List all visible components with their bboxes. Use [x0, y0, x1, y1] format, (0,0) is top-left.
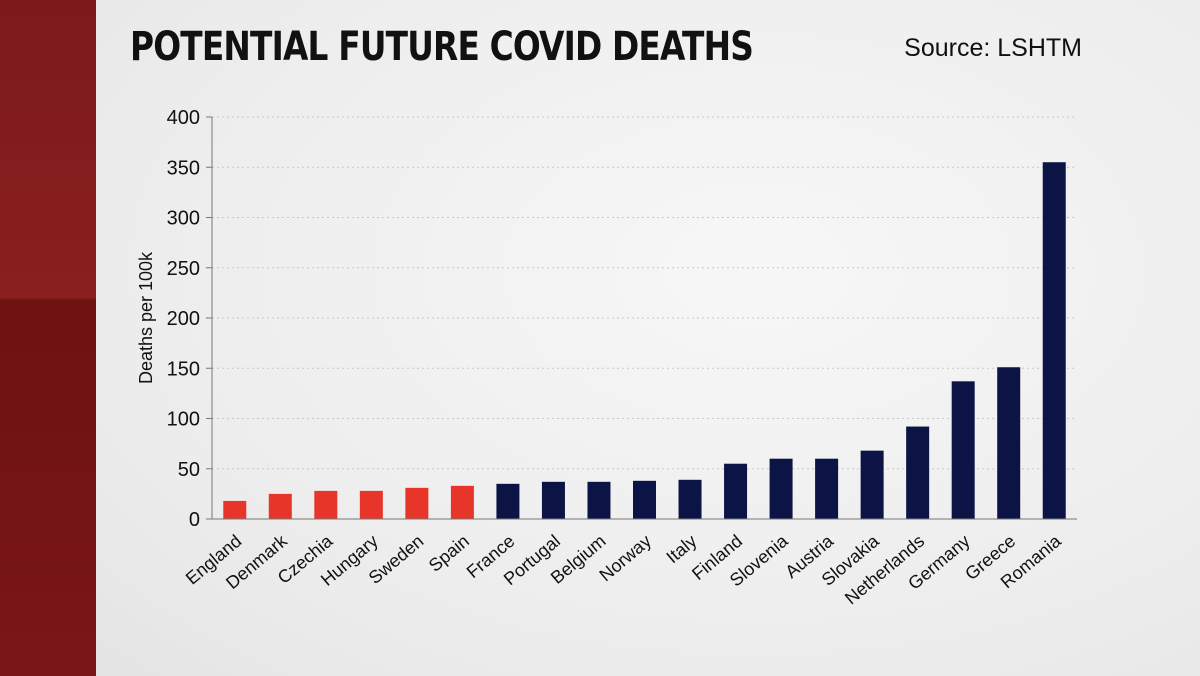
bar-slovakia	[860, 450, 884, 519]
bar-belgium	[587, 481, 611, 519]
axes	[211, 117, 1077, 520]
y-axis-ticks: 0 50 100 150 200 250 300 350 400	[167, 107, 212, 531]
bar-hungary	[359, 490, 383, 519]
bar-germany	[951, 381, 975, 519]
bar-norway	[633, 480, 656, 519]
gridlines	[212, 116, 1077, 470]
bar-spain	[450, 485, 474, 519]
bar-denmark	[268, 493, 292, 519]
y-tick-label: 100	[167, 409, 200, 431]
bar-sweden	[405, 487, 429, 519]
bar-france	[496, 483, 520, 519]
x-axis-labels: EnglandDenmarkCzechiaHungarySwedenSpainF…	[182, 530, 1066, 608]
bar-england	[223, 500, 247, 519]
x-tick-label: Norway	[595, 531, 655, 586]
bar-portugal	[541, 481, 565, 519]
bar-slovenia	[769, 458, 793, 519]
y-tick-label: 200	[167, 308, 200, 330]
y-tick-label: 400	[167, 107, 200, 129]
bar-italy	[678, 479, 702, 519]
y-tick-label: 300	[167, 208, 200, 230]
source-label: Source: LSHTM	[904, 34, 1082, 62]
bars	[223, 162, 1066, 519]
y-tick-label: 250	[167, 258, 200, 280]
y-tick-label: 0	[189, 509, 200, 531]
side-band	[0, 0, 96, 676]
bar-netherlands	[906, 426, 930, 519]
bar-romania	[1042, 162, 1066, 519]
y-tick-label: 350	[167, 157, 200, 179]
page-title: POTENTIAL FUTURE COVID DEATHS	[130, 24, 754, 70]
y-tick-label: 50	[178, 459, 200, 481]
chart-panel	[96, 0, 1200, 676]
bar-finland	[724, 463, 748, 519]
bar-czechia	[314, 490, 338, 519]
y-tick-label: 150	[167, 358, 200, 380]
bar-austria	[815, 458, 839, 519]
bar-greece	[997, 367, 1021, 519]
y-axis-label: Deaths per 100k	[136, 251, 156, 384]
